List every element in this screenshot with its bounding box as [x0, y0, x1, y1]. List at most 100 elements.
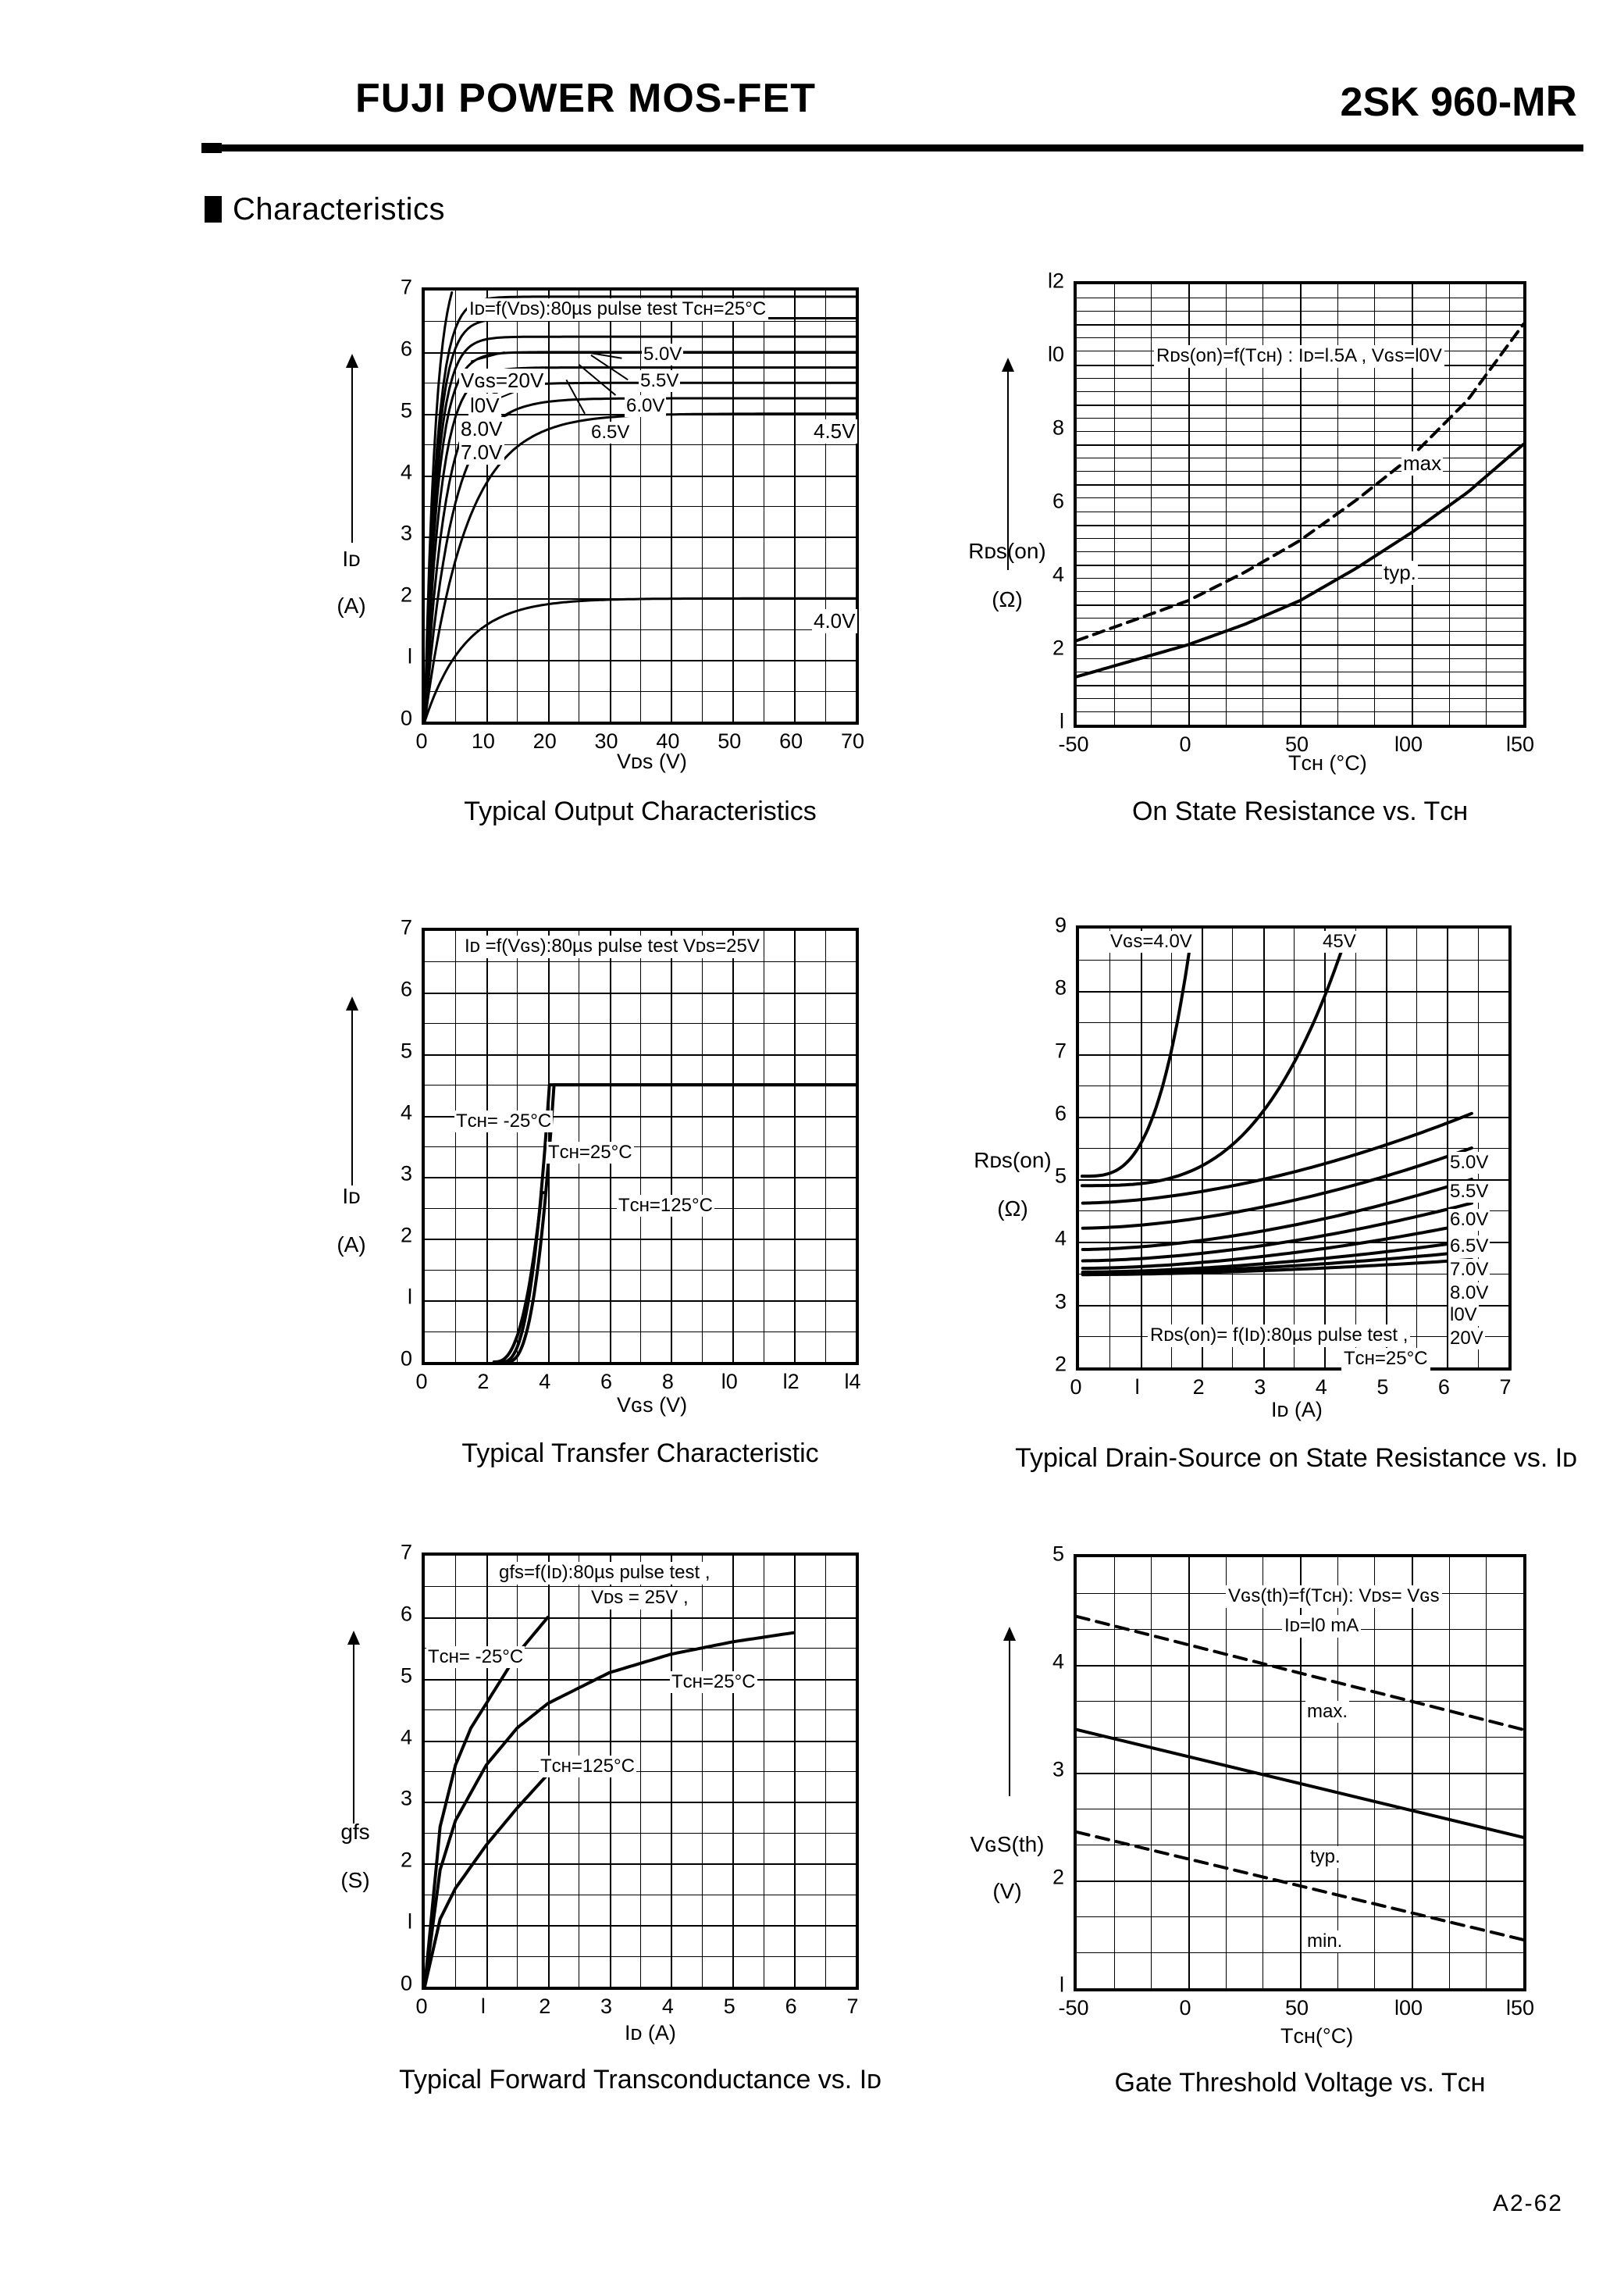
- header-rule: [201, 144, 1583, 152]
- x-tick-label: 50: [718, 729, 742, 753]
- grid-line-vertical: [1337, 284, 1338, 725]
- x-axis-title: Tᴄʜ(°C): [1280, 2024, 1354, 2048]
- curve-layer: [423, 291, 857, 723]
- grid-line-horizontal: [425, 321, 856, 323]
- x-tick-label: l0: [721, 1370, 738, 1393]
- x-tick-label: 7: [1499, 1375, 1512, 1399]
- y-axis-unit: (Ω): [997, 1196, 1028, 1221]
- y-tick-label: 2: [400, 1223, 412, 1247]
- figure-caption: Typical Transfer Characteristic: [461, 1438, 819, 1468]
- grid-line-horizontal: [1077, 1881, 1523, 1882]
- grid-line-horizontal: [425, 1740, 856, 1742]
- y-tick-label: 7: [400, 275, 412, 299]
- label-leader-line: [584, 351, 622, 359]
- grid-line-horizontal: [425, 1617, 856, 1619]
- grid-line-vertical: [1486, 284, 1487, 725]
- x-tick-label: 8: [661, 1370, 674, 1393]
- x-tick-label: 4: [1315, 1375, 1327, 1399]
- grid-line-horizontal: [1077, 1701, 1523, 1702]
- plot-area-rds-on-vs-id: [1076, 925, 1512, 1371]
- curve-vgs-7.0V: [1081, 1221, 1473, 1271]
- curve-label-45v: 45V: [1321, 931, 1358, 953]
- x-tick-label: 0: [1070, 1375, 1082, 1399]
- y-tick-label: 5: [400, 1039, 412, 1063]
- grid-line-horizontal: [1077, 497, 1523, 499]
- y-tick-label: l: [1060, 709, 1064, 733]
- curve-label-vgs20: Vɢs=20V: [459, 369, 546, 393]
- curve-label-tch-minus25: Tᴄʜ= -25°C: [454, 1110, 554, 1132]
- y-axis-arrow: [346, 354, 358, 543]
- y-tick-label: l: [408, 1285, 412, 1309]
- grid-line-horizontal: [1077, 337, 1523, 339]
- plot-area-transfer-characteristic: [422, 928, 859, 1365]
- grid-line-horizontal: [1077, 537, 1523, 539]
- curve-layer: [492, 1083, 857, 1364]
- x-tick-label: 4: [539, 1370, 551, 1393]
- grid-line-horizontal: [1077, 591, 1523, 593]
- y-tick-label: 4: [1052, 562, 1064, 586]
- grid-line-horizontal: [1077, 377, 1523, 379]
- y-tick-label: 5: [400, 398, 412, 422]
- y-tick-label: 6: [400, 1602, 412, 1626]
- grid-line-horizontal: [1077, 444, 1523, 447]
- y-tick-label: 2: [400, 583, 412, 607]
- curve-label-max: max.: [1305, 1701, 1350, 1723]
- curve-vgs-20V: [1081, 1257, 1473, 1277]
- y-tick-label: 6: [400, 977, 412, 1001]
- grid-line-vertical: [1225, 284, 1227, 725]
- curve-vgs-7.0V: [423, 335, 857, 723]
- part-number-suffix: R: [1545, 76, 1577, 125]
- y-tick-label: 2: [400, 1848, 412, 1872]
- header-rule-cap: [201, 143, 222, 153]
- grid-line-horizontal: [1079, 1304, 1508, 1307]
- y-tick-label: 4: [1052, 1649, 1064, 1674]
- grid-line-horizontal: [425, 660, 856, 662]
- y-axis-title: Iᴅ: [342, 1184, 361, 1208]
- x-axis-title: Vᴅs (V): [617, 750, 687, 773]
- grid-line-horizontal: [1079, 1179, 1508, 1182]
- label-leader-line: [565, 379, 586, 415]
- plot-annotation-line2: Tᴄʜ=25°C: [1341, 1348, 1430, 1371]
- grid-line-horizontal: [1077, 324, 1523, 326]
- x-tick-label: 4: [661, 1995, 674, 2018]
- grid-line-horizontal: [425, 567, 856, 569]
- y-tick-label: 3: [400, 1161, 412, 1185]
- curve-max: [1075, 323, 1525, 643]
- x-tick-label: 7: [846, 1995, 859, 2018]
- x-tick-label: 30: [594, 729, 618, 753]
- grid-line-horizontal: [425, 1269, 856, 1271]
- x-tick-label: 0: [415, 1995, 428, 2018]
- section-title: Characteristics: [233, 191, 446, 226]
- grid-line-horizontal: [1077, 471, 1523, 472]
- curve-label-6p5v: 6.5V: [1448, 1235, 1490, 1257]
- x-tick-label: 6: [1437, 1375, 1450, 1399]
- y-tick-label: 3: [1052, 1757, 1064, 1781]
- grid-line-horizontal: [1077, 484, 1523, 487]
- y-tick-label: 2: [1054, 1352, 1067, 1376]
- figure-caption: Typical Forward Transconductance vs. Iᴅ: [399, 2065, 881, 2094]
- y-tick-label: 8: [1052, 415, 1064, 440]
- curve-label-tch-125: Tᴄʜ=125°C: [539, 1756, 636, 1777]
- curve-vgs-6.5V: [1081, 1201, 1473, 1263]
- curve-label-tch-125: Tᴄʜ=125°C: [617, 1195, 714, 1217]
- grid-line-horizontal: [425, 1955, 856, 1957]
- y-tick-label: l: [408, 644, 412, 668]
- grid-line-horizontal: [1077, 644, 1523, 647]
- x-tick-label: 10: [471, 729, 495, 753]
- grid-line-horizontal: [425, 444, 856, 446]
- x-tick-label: l00: [1394, 733, 1423, 756]
- y-axis-arrow: [1003, 1627, 1016, 1796]
- x-axis-title: Iᴅ (A): [1271, 1398, 1323, 1421]
- y-tick-label: 3: [400, 1786, 412, 1810]
- curve-label-7v: 7.0V: [1448, 1259, 1490, 1281]
- curve-Tch=25C: [423, 1631, 796, 1988]
- grid-line-horizontal: [425, 961, 856, 963]
- grid-line-horizontal: [1077, 618, 1523, 619]
- label-leader-line: [578, 363, 617, 396]
- x-axis-title: Iᴅ (A): [625, 2021, 676, 2044]
- curve-vgs-4.5V: [1080, 935, 1348, 1188]
- x-tick-label: 0: [1179, 1996, 1191, 2020]
- curve-label-6v: 6.0V: [1448, 1209, 1490, 1231]
- x-tick-label: 60: [779, 729, 803, 753]
